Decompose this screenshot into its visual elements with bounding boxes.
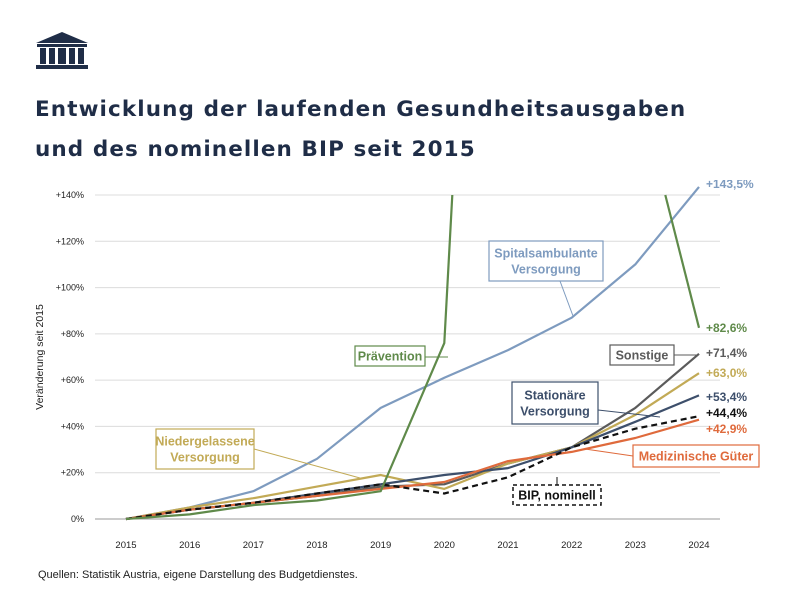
y-tick-label: +100% bbox=[56, 283, 84, 293]
parliament-logo-icon bbox=[36, 32, 88, 69]
series-label-praev: Prävention bbox=[354, 345, 448, 367]
x-tick-label: 2022 bbox=[561, 540, 582, 551]
label-box bbox=[488, 240, 604, 282]
leader-line bbox=[584, 448, 634, 457]
chart-title-line-2: und des nominellen BIP seit 2015 bbox=[35, 137, 476, 162]
series-label-spital: Spitalsambulante Versorgung bbox=[488, 240, 604, 317]
series-line-praev-return bbox=[664, 194, 701, 329]
x-axis: 2015 2016 2017 2018 2019 2020 2021 2022 2023 2024 bbox=[95, 518, 720, 551]
end-label-sonstige: +71,4% bbox=[706, 346, 747, 360]
leader-line bbox=[253, 448, 361, 479]
end-label-stat: +53,4% bbox=[706, 390, 747, 404]
series-label-sonstige: Sonstige bbox=[609, 344, 698, 366]
end-label-nieder: +63,0% bbox=[706, 366, 747, 380]
label-line: Stationäre bbox=[524, 389, 585, 403]
label-box bbox=[609, 344, 675, 366]
series-label-medi: Medizinische Güter bbox=[584, 444, 760, 468]
series-label-nieder: Niedergelassene Versorgung bbox=[155, 428, 361, 479]
series-line-nieder bbox=[125, 372, 700, 521]
series-label-bip: BIP, nominell bbox=[512, 477, 602, 506]
label-line: Versorgung bbox=[520, 405, 589, 419]
y-tick-label: +120% bbox=[56, 236, 84, 246]
y-tick-label: +80% bbox=[61, 329, 84, 339]
x-tick-label: 2023 bbox=[625, 540, 646, 551]
x-tick-label: 2024 bbox=[688, 540, 709, 551]
label-line: Sonstige bbox=[616, 349, 669, 363]
label-line: Versorgung bbox=[170, 451, 239, 465]
label-line: Medizinische Güter bbox=[639, 450, 754, 464]
label-line: Versorgung bbox=[511, 263, 580, 277]
end-label-spital: +143,5% bbox=[706, 180, 754, 191]
label-line: Spitalsambulante bbox=[494, 247, 598, 261]
label-box bbox=[155, 428, 255, 470]
x-tick-label: 2021 bbox=[497, 540, 518, 551]
x-tick-label: 2019 bbox=[370, 540, 391, 551]
series-line-spital bbox=[125, 186, 700, 521]
y-tick-label: +60% bbox=[61, 375, 84, 385]
chart-title-line-1: Entwicklung der laufenden Gesundheitsaus… bbox=[35, 97, 687, 122]
x-tick-label: 2016 bbox=[179, 540, 200, 551]
y-tick-label: +40% bbox=[61, 421, 84, 431]
series-label-stat: Stationäre Versorgung bbox=[511, 381, 661, 425]
y-tick-label: +20% bbox=[61, 468, 84, 478]
series-labels: +143,5% +82,6% +71,4% +63,0% +53,4% +44,4% +42… bbox=[155, 180, 760, 506]
leader-line bbox=[559, 280, 574, 317]
x-tick-label: 2020 bbox=[434, 540, 455, 551]
series-lines bbox=[125, 186, 701, 521]
series-line-praev bbox=[125, 194, 454, 521]
y-tick-label: +140% bbox=[56, 190, 84, 200]
label-box bbox=[632, 444, 760, 468]
label-box bbox=[512, 484, 602, 506]
series-line-medi bbox=[125, 418, 700, 521]
chart-title: Entwicklung der laufenden Gesundheitsaus… bbox=[35, 90, 775, 170]
leader-line bbox=[597, 409, 661, 418]
label-box bbox=[354, 345, 426, 367]
source-note: Quellen: Statistik Austria, eigene Darst… bbox=[38, 569, 358, 581]
x-tick-label: 2017 bbox=[243, 540, 264, 551]
label-line: BIP, nominell bbox=[518, 489, 596, 503]
label-line: Prävention bbox=[358, 350, 423, 364]
series-line-bip bbox=[125, 415, 700, 521]
end-label-praev: +82,6% bbox=[706, 321, 747, 335]
x-tick-label: 2015 bbox=[115, 540, 136, 551]
label-line: Niedergelassene bbox=[155, 435, 254, 449]
label-box bbox=[511, 381, 599, 425]
y-axis: 0% +20% +40% +60% +80% +100% +120% +140% Verände… bbox=[34, 190, 84, 524]
line-chart: 0% +20% +40% +60% +80% +100% +120% +140% Verände… bbox=[34, 180, 760, 551]
end-label-bip: +44,4% bbox=[706, 406, 747, 420]
y-tick-label: 0% bbox=[71, 514, 84, 524]
end-label-medi: +42,9% bbox=[706, 422, 747, 436]
y-axis-title: Veränderung seit 2015 bbox=[34, 304, 46, 410]
x-tick-label: 2018 bbox=[306, 540, 327, 551]
